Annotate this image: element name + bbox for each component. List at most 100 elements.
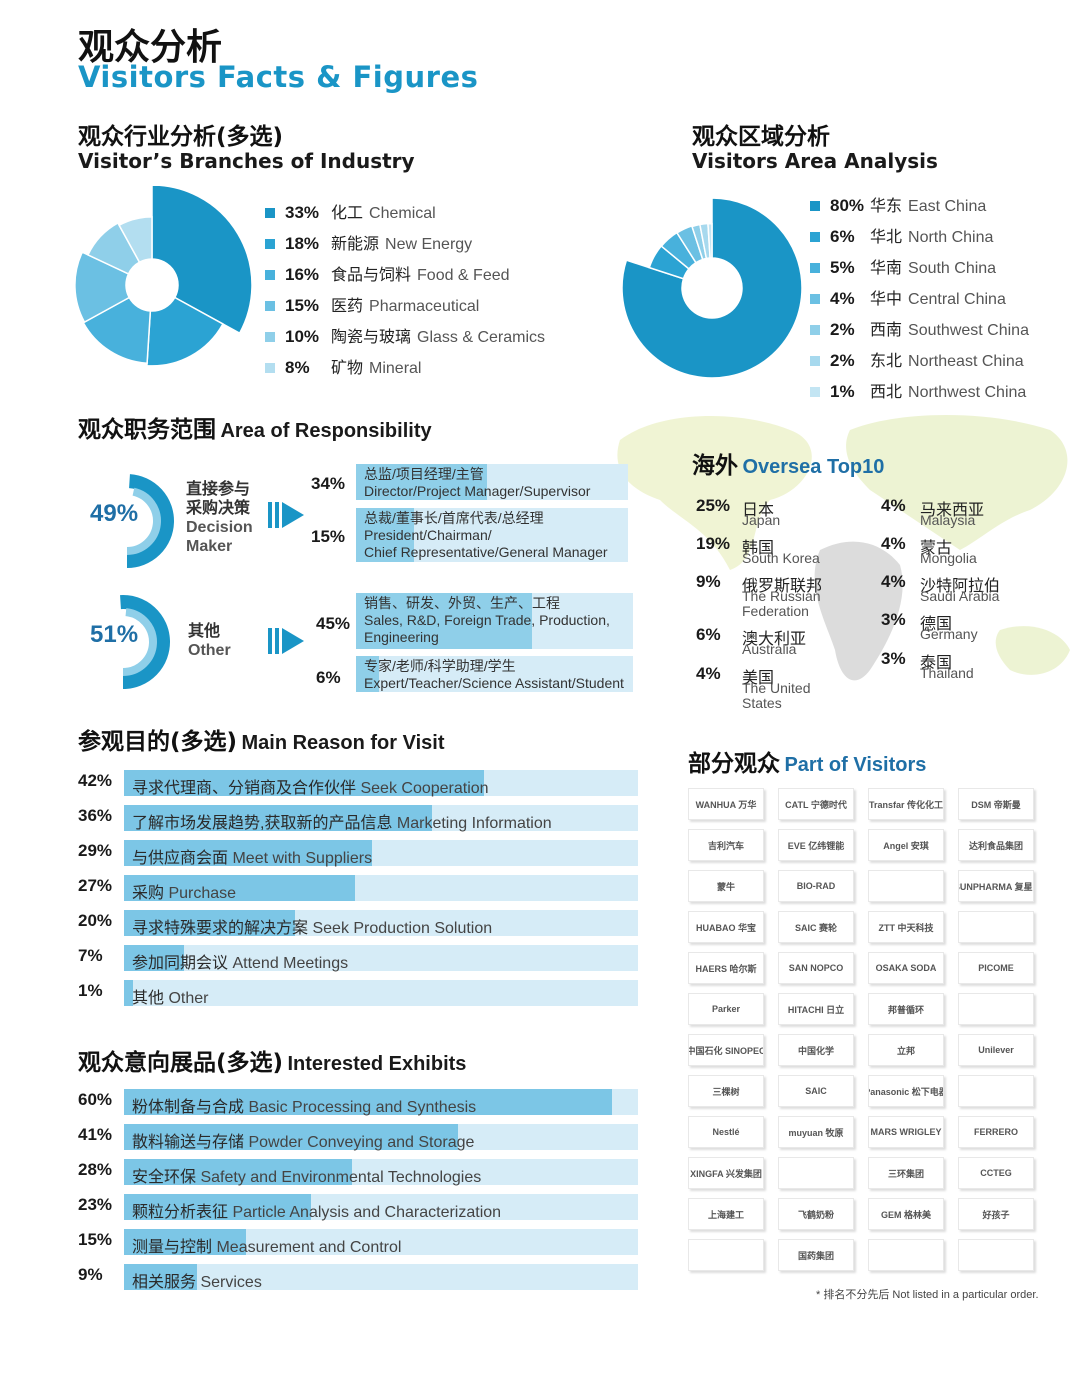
- bar-label-en: Services: [200, 1274, 262, 1291]
- legend-swatch: [810, 262, 820, 273]
- visitor-logo: WANHUA 万华: [688, 788, 764, 820]
- oversea-pct: 3%: [881, 649, 906, 668]
- reasons-title-en: Main Reason for Visit: [241, 732, 445, 754]
- bar-label-cn: 寻求代理商、分销商及合作伙伴: [132, 780, 357, 797]
- bar-label-en: Safety and Environmental Technologies: [200, 1169, 482, 1186]
- decision-maker-pct: 49%: [90, 500, 139, 527]
- role-president-box: 总裁/董事长/首席代表/总经理 President/Chairman/ Chie…: [356, 508, 628, 562]
- legend-swatch: [810, 200, 820, 211]
- legend-label-cn: 东北: [870, 353, 903, 370]
- visitor-logo: SAIC: [778, 1075, 854, 1107]
- area-legend-item: 2% 东北 Northeast China: [810, 347, 1024, 371]
- legend-pct: 16%: [285, 265, 320, 284]
- visitor-logo: Transfar 传化化工: [868, 788, 944, 820]
- oversea-country-cn: 俄罗斯联邦: [742, 578, 823, 595]
- legend-label-cn: 化工: [331, 205, 364, 222]
- bar-track: 与供应商会面 Meet with Suppliers: [124, 840, 638, 867]
- bar-pct: 41%: [78, 1125, 113, 1144]
- oversea-country-cn: 泰国: [920, 655, 953, 672]
- legend-label-en: East China: [908, 198, 987, 215]
- legend-label-en: Southwest China: [908, 322, 1029, 339]
- decision-maker-label-cn2: 采购决策: [186, 500, 251, 517]
- oversea-pct: 3%: [881, 610, 906, 629]
- legend-pct: 33%: [285, 203, 320, 222]
- bar-label: 颗粒分析表征 Particle Analysis and Characteriz…: [132, 1198, 501, 1222]
- visitor-logo: CATL 宁德时代: [778, 788, 854, 820]
- visitor-logo: SAN NOPCO: [778, 952, 854, 984]
- oversea-country-en: The Russian: [742, 588, 821, 604]
- visitor-logo: PICOME: [958, 952, 1034, 984]
- oversea-country-cn: 美国: [742, 670, 775, 687]
- visitor-logo: 三棵树: [688, 1075, 764, 1107]
- area-legend-item: 6% 华北 North China: [810, 223, 993, 247]
- decision-maker-label-en2: Maker: [186, 538, 233, 555]
- reasons-title: 参观目的(多选): [78, 729, 238, 755]
- oversea-country-en: Mongolia: [920, 550, 977, 566]
- bar-fill: [124, 1159, 352, 1185]
- responsibility-title: 观众职务范围: [78, 417, 216, 443]
- visitor-logo: 上海建工: [688, 1198, 764, 1230]
- industry-legend-item: 15% 医药 Pharmaceutical: [265, 292, 479, 316]
- bar-track: 测量与控制 Measurement and Control: [124, 1229, 638, 1256]
- visitor-logo: Nestlé: [688, 1116, 764, 1148]
- legend-pct: 5%: [830, 258, 855, 277]
- oversea-country-en: Malaysia: [920, 512, 976, 528]
- bar-track: 寻求特殊要求的解决方案 Seek Production Solution: [124, 910, 638, 937]
- role-president-pct: 15%: [311, 527, 346, 546]
- bar-label-cn: 参加同期会议: [132, 955, 229, 972]
- oversea-country-en2: Federation: [742, 603, 809, 619]
- oversea-heading: 海外 Oversea Top10: [692, 446, 884, 480]
- bar-label-en: Basic Processing and Synthesis: [248, 1099, 477, 1116]
- visitor-logo: 三环集团: [868, 1157, 944, 1189]
- bar-label-en: Seek Production Solution: [312, 920, 493, 937]
- arrow-right-icon: [268, 502, 304, 528]
- bar-pct: 42%: [78, 771, 113, 790]
- role-expert-en: Expert/Teacher/Science Assistant/Student: [364, 675, 624, 691]
- legend-label-cn: 华东: [870, 198, 903, 215]
- visitor-logo: 国药集团: [778, 1239, 854, 1271]
- bar-pct: 27%: [78, 876, 113, 895]
- visitor-logo: 邦普循环: [868, 993, 944, 1025]
- other-label: 其他 Other: [188, 622, 231, 660]
- visitor-logo: EVE 亿纬锂能: [778, 829, 854, 861]
- order-note: * 排名不分先后 Not listed in a particular orde…: [816, 1289, 1039, 1301]
- visitor-logo: [958, 1239, 1034, 1271]
- exhibits-heading: 观众意向展品(多选) Interested Exhibits: [78, 1043, 466, 1077]
- visitor-logo: 飞鹤奶粉: [778, 1198, 854, 1230]
- visitor-logo: HAERS 哈尔斯: [688, 952, 764, 984]
- bar-fill: [124, 840, 373, 866]
- legend-pct: 15%: [285, 296, 320, 315]
- bar-fill: [124, 1264, 198, 1290]
- legend-label-cn: 华中: [870, 291, 903, 308]
- visitor-logo: CCTEG: [958, 1157, 1034, 1189]
- decision-maker-ring: [126, 474, 174, 568]
- bar-track: 散料输送与存储 Powder Conveying and Storage: [124, 1124, 638, 1151]
- industry-legend-item: 16% 食品与饲料 Food & Feed: [265, 261, 510, 285]
- visitor-logo: [868, 1239, 944, 1271]
- bar-pct: 29%: [78, 841, 113, 860]
- visitor-logo: BIO-RAD: [778, 870, 854, 902]
- other-label-cn1: 其他: [188, 623, 221, 640]
- oversea-country-cn: 沙特阿拉伯: [920, 578, 1001, 595]
- ring-inner-arc: [122, 608, 157, 676]
- bar-fill: [124, 910, 296, 936]
- bar-label-en: Attend Meetings: [232, 955, 349, 972]
- legend-label-cn: 新能源: [331, 236, 380, 253]
- oversea-pct: 19%: [696, 534, 731, 553]
- bar-fill: [124, 1124, 458, 1150]
- bar-label: 粉体制备与合成 Basic Processing and Synthesis: [132, 1093, 476, 1117]
- area-legend-item: 2% 西南 Southwest China: [810, 316, 1029, 340]
- role-expert-pct: 6%: [316, 668, 341, 687]
- bar-label: 参加同期会议 Attend Meetings: [132, 949, 348, 973]
- bar-label-en: Marketing Information: [396, 815, 552, 832]
- visitor-logo: Unilever: [958, 1034, 1034, 1066]
- chart-segment: [151, 186, 253, 335]
- chart-segment: [74, 251, 131, 324]
- bar-track: 颗粒分析表征 Particle Analysis and Characteriz…: [124, 1194, 638, 1222]
- legend-pct: 80%: [830, 196, 865, 215]
- legend-label-cn: 西南: [870, 322, 903, 339]
- bar-label: 相关服务 Services: [132, 1268, 262, 1292]
- bar-label-cn: 相关服务: [132, 1274, 197, 1291]
- industry-legend-item: 8% 矿物 Mineral: [265, 354, 421, 378]
- bar-label-cn: 安全环保: [132, 1169, 197, 1186]
